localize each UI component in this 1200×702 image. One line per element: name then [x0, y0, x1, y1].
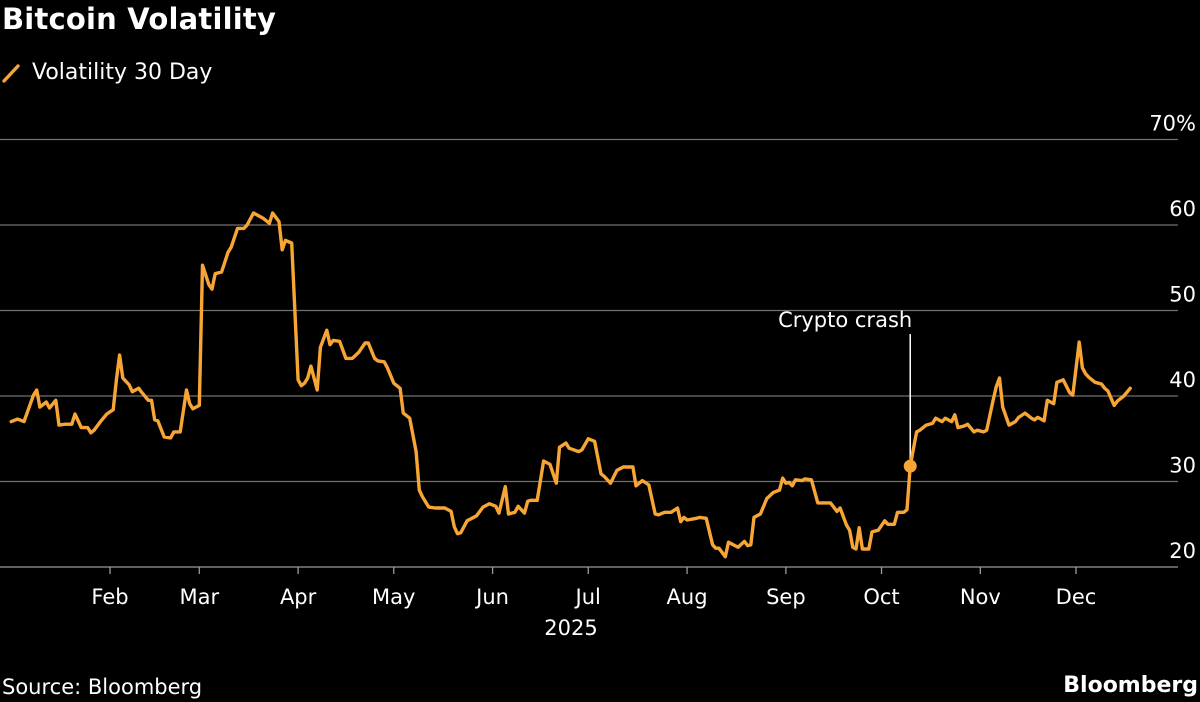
x-tick-label: Aug [667, 585, 708, 609]
x-tick-label: Feb [91, 585, 128, 609]
y-tick-label: 40 [1169, 368, 1196, 392]
y-tick-label: 50 [1169, 283, 1196, 307]
source-note: Source: Bloomberg [2, 675, 203, 699]
x-tick-label: Apr [280, 585, 317, 609]
chart-title: Bitcoin Volatility [2, 2, 277, 36]
y-tick-label: 60 [1169, 197, 1196, 221]
legend-line-icon [2, 63, 20, 83]
legend-label: Volatility 30 Day [32, 60, 213, 85]
gridlines [0, 138, 1178, 568]
y-tick-label: 20 [1169, 539, 1196, 563]
x-axis-year-label: 2025 [544, 616, 597, 640]
annotation-crypto-crash: Crypto crash [778, 308, 912, 467]
x-tick-label: Sep [766, 585, 806, 609]
x-tick-label: Mar [179, 585, 219, 609]
bloomberg-logo: Bloomberg [1063, 673, 1198, 698]
y-tick-label: 70% [1149, 112, 1196, 136]
x-tick-label: May [372, 585, 415, 609]
x-tick-label: Jun [474, 585, 509, 609]
x-tick-label: Dec [1056, 585, 1097, 609]
annotation-label: Crypto crash [778, 308, 912, 332]
x-axis: Feb Mar Apr May Jun Jul Aug Sep Oct Nov Dec [91, 567, 1096, 609]
x-tick-label: Oct [863, 585, 899, 609]
y-axis-tick-labels: 70% 60 50 40 30 20 [1149, 112, 1196, 564]
x-tick-label: Jul [574, 585, 601, 609]
series-line-volatility-30-day [9, 211, 1132, 559]
x-tick-label: Nov [960, 585, 1001, 609]
annotation-marker-dot [903, 459, 917, 473]
y-tick-label: 30 [1169, 454, 1196, 478]
legend: Volatility 30 Day [2, 60, 212, 85]
